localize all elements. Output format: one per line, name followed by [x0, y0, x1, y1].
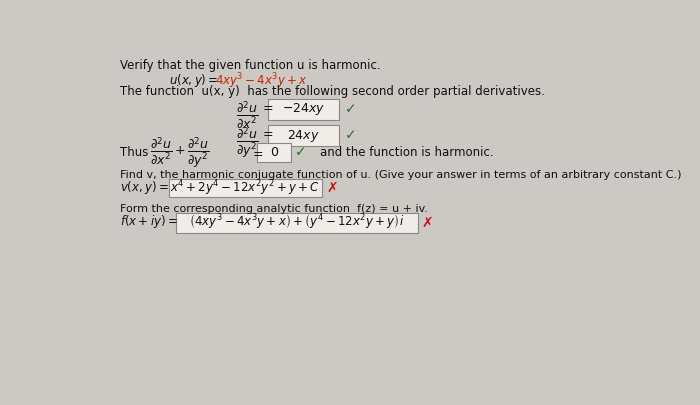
- Text: $\left(4xy^3 - 4x^3y + x\right) + \left(y^4 - 12x^2y + y\right)i$: $\left(4xy^3 - 4x^3y + x\right) + \left(…: [189, 213, 405, 232]
- Text: $24xy$: $24xy$: [287, 128, 320, 144]
- Text: Form the corresponding analytic function  f(z) = u + iv.: Form the corresponding analytic function…: [120, 204, 428, 214]
- Text: $v(x, y) =$: $v(x, y) =$: [120, 179, 169, 196]
- Text: The function  u(x, y)  has the following second order partial derivatives.: The function u(x, y) has the following s…: [120, 85, 545, 98]
- Text: Thus: Thus: [120, 146, 148, 159]
- Text: Find v, the harmonic conjugate function of u. (Give your answer in terms of an a: Find v, the harmonic conjugate function …: [120, 170, 682, 180]
- Text: $\dfrac{\partial^2 u}{\partial x^2} + \dfrac{\partial^2 u}{\partial y^2}$: $\dfrac{\partial^2 u}{\partial x^2} + \d…: [150, 135, 209, 170]
- Text: ✗: ✗: [421, 215, 433, 230]
- Text: $\dfrac{\partial^2 u}{\partial y^2}$: $\dfrac{\partial^2 u}{\partial y^2}$: [236, 126, 258, 160]
- Text: ✗: ✗: [326, 181, 338, 195]
- Text: $=$: $=$: [251, 146, 264, 159]
- Text: Verify that the given function u is harmonic.: Verify that the given function u is harm…: [120, 60, 381, 72]
- Text: $u(x, y) = $: $u(x, y) = $: [169, 72, 218, 89]
- FancyBboxPatch shape: [268, 99, 340, 120]
- Text: $=$: $=$: [260, 126, 274, 139]
- Text: $f(x + iy) =$: $f(x + iy) =$: [120, 213, 178, 230]
- FancyBboxPatch shape: [176, 213, 418, 232]
- Text: $4xy^3 - 4x^3y + x$: $4xy^3 - 4x^3y + x$: [216, 72, 308, 91]
- Text: $=$: $=$: [260, 100, 274, 113]
- Text: $-24xy$: $-24xy$: [282, 101, 326, 117]
- FancyBboxPatch shape: [268, 125, 340, 146]
- Text: $x^4 + 2y^4 - 12x^2y^2 + y + C$: $x^4 + 2y^4 - 12x^2y^2 + y + C$: [170, 178, 320, 198]
- Text: and the function is harmonic.: and the function is harmonic.: [320, 146, 494, 159]
- FancyBboxPatch shape: [257, 143, 291, 162]
- Text: $\dfrac{\partial^2 u}{\partial x^2}$: $\dfrac{\partial^2 u}{\partial x^2}$: [236, 99, 258, 131]
- Text: ✓: ✓: [295, 145, 307, 160]
- Text: $0$: $0$: [270, 146, 279, 159]
- Text: ✓: ✓: [345, 102, 356, 116]
- Text: ✓: ✓: [345, 129, 356, 143]
- FancyBboxPatch shape: [169, 179, 321, 197]
